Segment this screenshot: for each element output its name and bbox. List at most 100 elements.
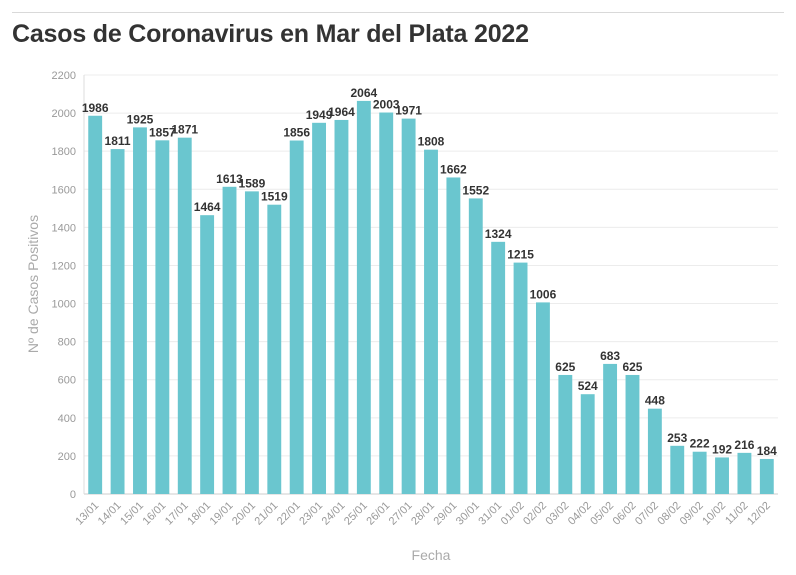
bar <box>715 457 729 494</box>
bar <box>401 118 416 495</box>
data-label: 1215 <box>507 248 534 262</box>
data-label: 1006 <box>530 287 557 301</box>
data-label: 1971 <box>395 104 422 118</box>
data-label: 192 <box>712 442 732 456</box>
data-label: 184 <box>757 444 777 458</box>
x-tick-label: 07/02 <box>633 500 661 528</box>
data-label: 1519 <box>261 190 288 204</box>
data-label: 1808 <box>418 135 445 149</box>
data-label: 1856 <box>283 126 310 140</box>
bar <box>289 140 304 494</box>
data-label: 1464 <box>194 200 221 214</box>
x-tick-label: 19/01 <box>208 500 236 528</box>
bar <box>446 177 461 494</box>
data-label: 1662 <box>440 162 467 176</box>
bar <box>491 241 506 494</box>
chart-title: Casos de Coronavirus en Mar del Plata 20… <box>12 20 529 48</box>
bar <box>580 394 595 494</box>
x-tick-label: 23/01 <box>297 500 325 528</box>
data-label: 253 <box>667 431 687 445</box>
data-label: 1324 <box>485 227 512 241</box>
bar <box>312 122 327 495</box>
x-tick-label: 11/02 <box>723 500 750 527</box>
bar <box>558 374 573 494</box>
x-tick-label: 01/02 <box>499 500 527 528</box>
x-tick-label: 12/02 <box>745 500 773 528</box>
x-tick-label: 08/02 <box>655 500 683 528</box>
data-label: 1552 <box>462 183 489 197</box>
bars <box>88 100 774 495</box>
bar <box>535 302 550 494</box>
x-tick-label: 20/01 <box>230 500 258 528</box>
bar <box>737 452 752 494</box>
x-tick-label: 27/01 <box>387 500 415 528</box>
x-tick-label: 15/01 <box>118 500 146 528</box>
data-label: 1949 <box>306 108 333 122</box>
x-tick-label: 06/02 <box>611 500 639 528</box>
bar <box>155 140 170 494</box>
y-tick-label: 2000 <box>52 108 76 120</box>
x-tick-label: 05/02 <box>588 500 616 528</box>
data-label: 683 <box>600 349 620 363</box>
x-axis-label: Fecha <box>412 547 451 563</box>
y-tick-label: 1200 <box>52 260 76 272</box>
x-tick-label: 29/01 <box>432 500 460 528</box>
x-tick-label: 04/02 <box>566 500 594 528</box>
bar <box>177 137 192 494</box>
data-label: 1925 <box>127 112 154 126</box>
data-label: 625 <box>622 360 642 374</box>
bar <box>513 262 528 494</box>
y-tick-label: 200 <box>58 451 76 463</box>
bar <box>356 100 371 494</box>
data-label: 216 <box>734 438 754 452</box>
data-label: 448 <box>645 394 665 408</box>
data-label: 222 <box>690 437 710 451</box>
y-tick-label: 600 <box>58 375 76 387</box>
x-tick-label: 31/01 <box>476 500 504 528</box>
bar <box>692 451 707 494</box>
data-label: 1613 <box>216 172 243 186</box>
bar <box>379 112 394 495</box>
x-axis-ticks: 13/0114/0115/0116/0117/0118/0119/0120/01… <box>73 500 773 528</box>
data-label: 1986 <box>82 101 109 115</box>
y-tick-label: 0 <box>70 489 76 501</box>
y-tick-label: 1800 <box>52 146 76 158</box>
y-tick-label: 400 <box>58 413 76 425</box>
x-tick-label: 17/01 <box>163 500 191 528</box>
y-tick-label: 1000 <box>52 299 76 311</box>
bar <box>759 458 774 494</box>
bar <box>133 127 147 494</box>
bar <box>88 115 103 495</box>
bar <box>670 445 685 494</box>
bar <box>625 374 640 494</box>
y-tick-label: 2200 <box>52 70 76 82</box>
y-axis-ticks: 0 200 400 600 800 1000 1200 1400 1600 1800 2000 220… <box>52 70 76 501</box>
bar <box>110 149 125 494</box>
x-tick-label: 13/01 <box>73 500 101 528</box>
bar <box>244 191 259 494</box>
bar <box>468 198 483 494</box>
data-label: 2064 <box>350 86 377 100</box>
bar <box>200 215 215 494</box>
data-label: 2003 <box>373 98 400 112</box>
x-tick-label: 21/01 <box>252 500 280 528</box>
x-tick-label: 28/01 <box>409 500 437 528</box>
x-tick-label: 03/02 <box>543 500 571 528</box>
x-tick-label: 09/02 <box>678 500 706 528</box>
x-tick-label: 30/01 <box>454 500 482 528</box>
x-tick-label: 10/02 <box>700 500 728 528</box>
data-label: 1811 <box>105 134 131 148</box>
bar <box>424 149 438 494</box>
bar <box>222 186 237 494</box>
data-label: 1964 <box>328 105 355 119</box>
y-tick-label: 800 <box>58 337 76 349</box>
top-divider <box>12 12 784 13</box>
x-tick-label: 14/01 <box>96 500 124 528</box>
x-tick-label: 16/01 <box>141 500 169 528</box>
data-label: 524 <box>578 379 598 393</box>
x-tick-label: 25/01 <box>342 500 370 528</box>
x-tick-label: 02/02 <box>521 500 549 528</box>
x-tick-label: 18/01 <box>185 500 213 528</box>
